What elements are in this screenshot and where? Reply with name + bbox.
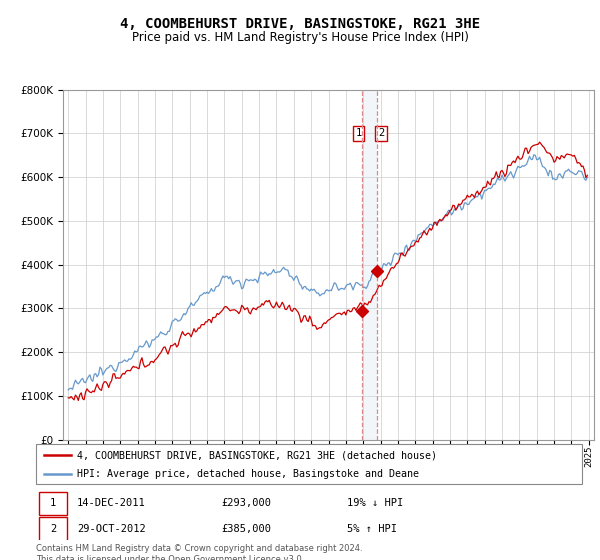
- Text: £293,000: £293,000: [221, 498, 272, 508]
- Text: 29-OCT-2012: 29-OCT-2012: [77, 524, 146, 534]
- Text: 5% ↑ HPI: 5% ↑ HPI: [347, 524, 397, 534]
- Text: 2: 2: [378, 128, 384, 138]
- Text: £385,000: £385,000: [221, 524, 272, 534]
- Text: 4, COOMBEHURST DRIVE, BASINGSTOKE, RG21 3HE (detached house): 4, COOMBEHURST DRIVE, BASINGSTOKE, RG21 …: [77, 450, 437, 460]
- Text: 4, COOMBEHURST DRIVE, BASINGSTOKE, RG21 3HE: 4, COOMBEHURST DRIVE, BASINGSTOKE, RG21 …: [120, 17, 480, 31]
- FancyBboxPatch shape: [39, 492, 67, 515]
- FancyBboxPatch shape: [39, 517, 67, 540]
- Text: Contains HM Land Registry data © Crown copyright and database right 2024.
This d: Contains HM Land Registry data © Crown c…: [36, 544, 362, 560]
- Text: 14-DEC-2011: 14-DEC-2011: [77, 498, 146, 508]
- Text: Price paid vs. HM Land Registry's House Price Index (HPI): Price paid vs. HM Land Registry's House …: [131, 31, 469, 44]
- Text: 19% ↓ HPI: 19% ↓ HPI: [347, 498, 403, 508]
- Bar: [362, 90, 377, 440]
- Text: HPI: Average price, detached house, Basingstoke and Deane: HPI: Average price, detached house, Basi…: [77, 469, 419, 479]
- Text: 1: 1: [50, 498, 56, 508]
- Text: 1: 1: [355, 128, 362, 138]
- Text: 2: 2: [50, 524, 56, 534]
